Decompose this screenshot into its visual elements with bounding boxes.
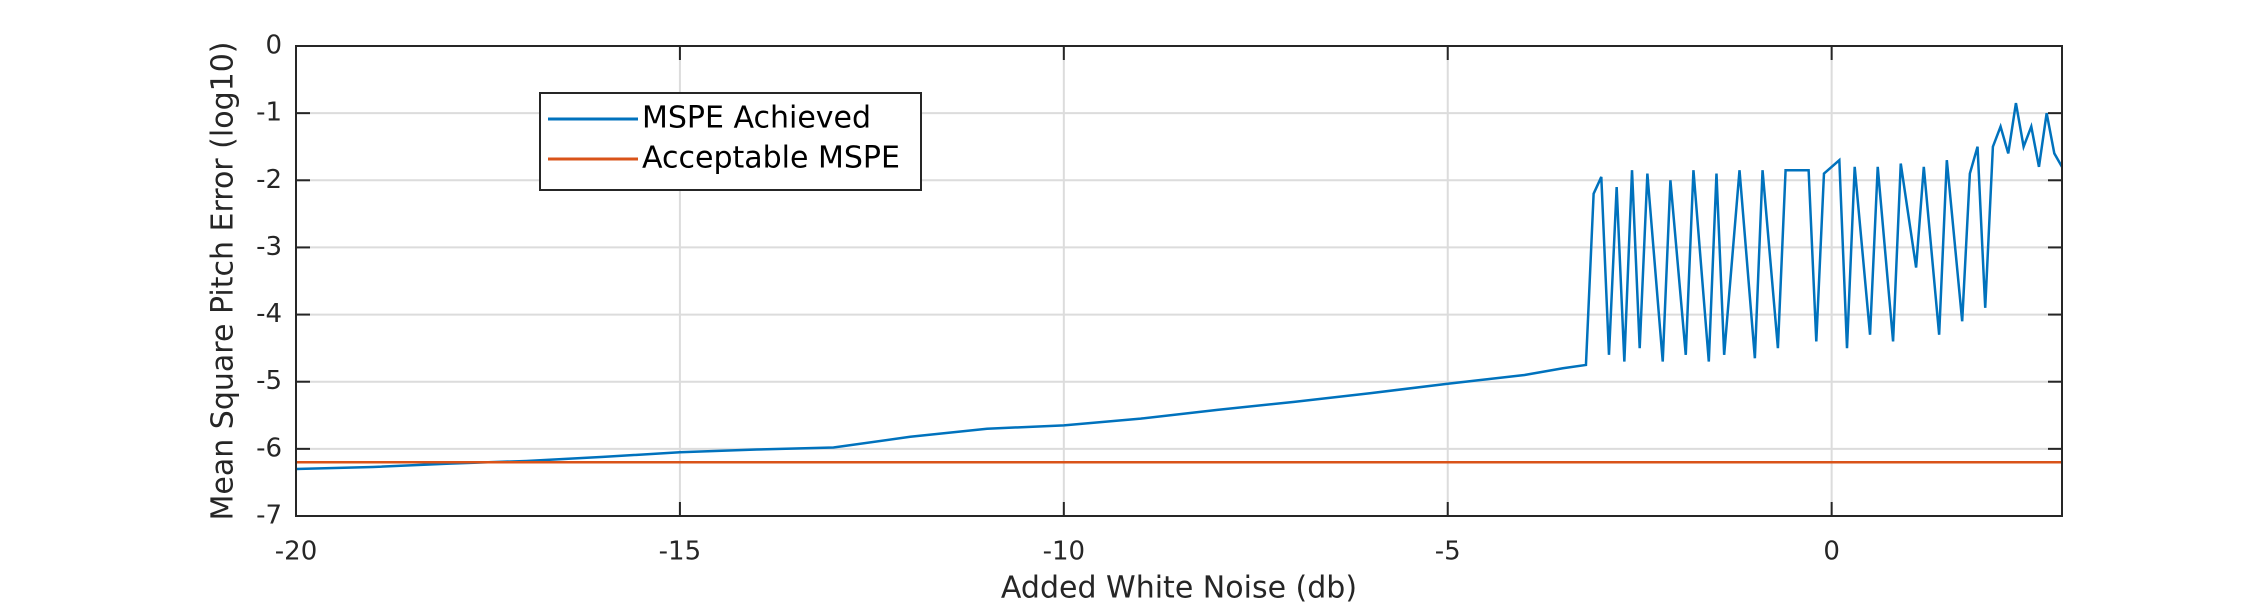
plot-frame — [295, 45, 2063, 517]
x-tick-label: 0 — [1823, 537, 1840, 567]
y-axis-label: Mean Square Pitch Error (log10) — [206, 42, 241, 521]
x-axis-label: Added White Noise (db) — [1001, 571, 1357, 603]
x-tick-label: -15 — [659, 537, 701, 567]
x-tick-label: -10 — [1043, 537, 1085, 567]
x-tick-label: -20 — [275, 537, 317, 567]
legend-label: Acceptable MSPE — [642, 141, 900, 176]
y-tick-label: -1 — [256, 98, 282, 128]
series-line — [295, 102, 2064, 471]
x-tick-label: -5 — [1435, 537, 1461, 567]
y-tick-label: -3 — [256, 232, 282, 262]
y-tick-label: -2 — [256, 165, 282, 195]
y-tick-label: -4 — [256, 299, 282, 329]
legend-box — [539, 92, 922, 191]
y-tick-label: 0 — [265, 31, 282, 61]
y-tick-label: -7 — [256, 501, 282, 531]
y-tick-label: -5 — [256, 366, 282, 396]
legend: MSPE Achieved Acceptable MSPE — [539, 92, 922, 191]
legend-label: MSPE Achieved — [642, 101, 871, 136]
y-tick-label: -6 — [256, 433, 282, 463]
